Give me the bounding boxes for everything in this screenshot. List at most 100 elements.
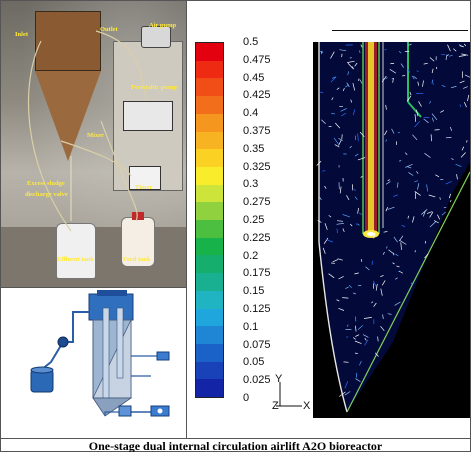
velocity-streak <box>342 297 349 299</box>
velocity-streak <box>337 220 344 222</box>
colorbar-tick-label: 0.075 <box>243 338 271 351</box>
colorbar-tick-label: 0.45 <box>243 71 265 84</box>
label-mixer: Mixer <box>87 132 104 139</box>
colorbar-cell <box>196 220 223 239</box>
colorbar-tick-label: 0.5 <box>243 36 259 48</box>
colorbar-tick-label: 0.325 <box>243 160 271 173</box>
colorbar-cell <box>196 361 223 380</box>
velocity-streak <box>365 266 370 271</box>
velocity-streak <box>346 195 350 201</box>
colorbar-tick-label: 0.175 <box>243 267 271 280</box>
velocity-streak <box>435 174 440 178</box>
label-timer: Timer <box>135 184 153 191</box>
velocity-streak <box>432 82 435 85</box>
velocity-streak <box>355 334 360 337</box>
velocity-streak <box>406 95 412 102</box>
velocity-streak <box>408 43 412 46</box>
velocity-streak <box>382 314 384 319</box>
velocity-streak <box>466 140 468 143</box>
velocity-streak <box>396 265 400 268</box>
velocity-streak <box>360 44 363 48</box>
axis-triad <box>276 382 302 407</box>
velocity-streak <box>451 158 454 160</box>
velocity-streak <box>386 246 388 249</box>
velocity-streak <box>355 325 357 332</box>
label-effluent-tank: Effluent tank <box>57 256 95 263</box>
velocity-streak <box>345 336 349 338</box>
velocity-streak <box>342 214 351 218</box>
colorbar-cell <box>196 290 223 309</box>
velocity-streak <box>423 118 429 124</box>
velocity-streak <box>360 259 363 262</box>
velocity-streak <box>359 50 361 54</box>
figure-caption: One-stage dual internal circulation airl… <box>88 439 383 452</box>
velocity-streak <box>450 86 457 89</box>
colorbar-tick-label: 0.25 <box>243 214 265 226</box>
velocity-streak <box>413 75 418 80</box>
velocity-streak <box>446 54 449 56</box>
velocity-streak <box>338 140 342 146</box>
colorbar-cell <box>196 202 223 221</box>
velocity-streak <box>417 183 420 190</box>
colorbar-cell <box>196 96 223 115</box>
velocity-streak <box>346 82 350 88</box>
velocity-streak <box>331 112 335 115</box>
velocity-streak <box>407 215 410 219</box>
colorbar-tick-label: 0.2 <box>243 249 259 262</box>
colorbar-tick-label: 0.15 <box>243 285 265 298</box>
velocity-streak <box>414 180 419 183</box>
velocity-streak <box>416 109 419 117</box>
velocity-streak <box>426 211 433 214</box>
velocity-streak <box>330 76 337 83</box>
velocity-streak <box>345 286 349 289</box>
velocity-streak <box>455 163 462 167</box>
velocity-streak <box>355 223 358 226</box>
velocity-streak <box>322 170 326 172</box>
velocity-streak <box>434 220 439 224</box>
velocity-streak <box>461 146 465 151</box>
colorbar-tick-label: 0.3 <box>243 178 259 191</box>
velocity-streak <box>467 94 470 102</box>
velocity-streak <box>414 250 417 253</box>
velocity-streak <box>354 196 358 200</box>
velocity-streak <box>338 307 345 311</box>
label-excess-sludge-1: Excess sludge <box>27 180 65 187</box>
velocity-streak <box>359 360 362 366</box>
photo-air-pump <box>141 26 171 48</box>
colorbar-cell <box>196 113 223 132</box>
velocity-streak <box>340 108 347 112</box>
colorbar-cell <box>196 166 223 186</box>
velocity-streak <box>347 60 355 63</box>
velocity-streak <box>412 134 418 141</box>
velocity-streak <box>407 69 411 73</box>
velocity-streak <box>388 249 395 255</box>
velocity-streak <box>422 210 426 217</box>
velocity-streak <box>359 212 363 215</box>
velocity-streak <box>336 299 340 302</box>
velocity-streak <box>424 253 429 259</box>
velocity-streak <box>398 235 404 242</box>
velocity-streak <box>334 144 340 148</box>
velocity-streak <box>359 131 365 138</box>
velocity-streak <box>357 157 366 161</box>
velocity-streak <box>345 84 350 88</box>
velocity-streak <box>383 231 388 233</box>
velocity-streak <box>392 262 395 265</box>
velocity-streak <box>324 185 327 189</box>
velocity-streak <box>352 292 356 295</box>
velocity-streak <box>350 223 353 227</box>
velocity-streak <box>342 228 345 233</box>
velocity-streak <box>364 339 369 346</box>
colorbar-cell <box>196 343 223 363</box>
velocity-streak <box>424 153 431 158</box>
colorbar-tick-label: 0.275 <box>243 196 271 209</box>
colorbar-cell <box>196 379 223 398</box>
velocity-streak <box>347 71 350 76</box>
photo-peristaltic-pump <box>123 101 173 131</box>
photo-effluent-tank <box>56 223 96 279</box>
velocity-streak <box>332 259 339 263</box>
velocity-streak <box>359 79 363 84</box>
velocity-streak <box>323 237 329 244</box>
colorbar-tick-label: 0.4 <box>243 107 259 120</box>
colorbar-tick-label: 0.35 <box>243 142 265 155</box>
